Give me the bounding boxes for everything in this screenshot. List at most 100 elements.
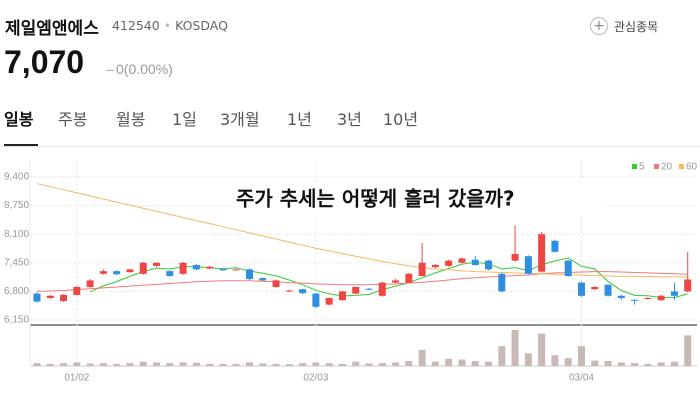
volume-bar (99, 363, 107, 366)
candle-body (471, 259, 479, 265)
candle-body (392, 280, 400, 283)
candle-body (325, 298, 333, 305)
candle-body (458, 258, 466, 263)
volume-bar (591, 360, 599, 366)
annotation: 주가 추세는 어떻게 흘러 갔을까? (236, 187, 515, 211)
volume-bar (352, 361, 360, 366)
plus-icon: + (590, 17, 608, 35)
candle-body (631, 299, 639, 301)
volume-bar (338, 363, 346, 366)
candle-body (86, 280, 94, 287)
volume-bar (365, 363, 373, 366)
volume-bar (445, 358, 453, 366)
tab[interactable]: 일봉 (4, 110, 34, 129)
candle-body (617, 295, 625, 298)
x-tick-label: 02/03 (303, 373, 328, 384)
candle-body (405, 273, 413, 283)
tab[interactable]: 3개월 (220, 110, 260, 129)
volume-bar (538, 333, 546, 366)
candle-body (485, 260, 493, 270)
candle-body (684, 279, 692, 292)
candle-body (245, 269, 253, 280)
candle-body (511, 254, 519, 261)
candle-body (418, 262, 426, 276)
tab[interactable]: 주봉 (58, 110, 88, 129)
candle-body (206, 266, 214, 269)
volume-bar (604, 360, 612, 366)
volume-bar (166, 363, 174, 366)
volume-bar (192, 362, 200, 366)
volume-bar (498, 346, 506, 366)
volume-bar (113, 363, 121, 366)
candle-body (378, 282, 386, 296)
candle-body (604, 284, 612, 296)
candle-body (33, 293, 41, 302)
ma-line (89, 257, 688, 299)
volume-bar (471, 360, 479, 366)
volume-bar (551, 355, 559, 366)
legend-label: 5 (639, 162, 645, 173)
volume-bar (46, 363, 54, 366)
volume-bar (511, 330, 519, 366)
volume-bar (524, 353, 532, 366)
volume-bar (458, 359, 466, 366)
volume-bar (272, 363, 280, 366)
tab[interactable]: 3년 (337, 110, 362, 129)
y-tick-label: 8,750 (4, 200, 29, 211)
candle-body (431, 265, 439, 268)
volume-bar (405, 360, 413, 366)
volume-bar (631, 363, 639, 366)
y-tick-label: 6,150 (4, 315, 29, 326)
candle-body (139, 262, 147, 274)
candle-body (73, 287, 81, 295)
change-row: 0(0.00%) (106, 61, 173, 77)
legend-label: 60 (686, 162, 698, 173)
legend-swatch (632, 164, 637, 169)
candle-body (670, 291, 678, 296)
volume-bar (60, 363, 68, 366)
candle-body (445, 260, 453, 266)
y-tick-label: 8,100 (4, 229, 29, 240)
volume-bar (73, 362, 81, 366)
candle-body (352, 287, 360, 294)
candle-body (312, 293, 320, 307)
tab[interactable]: 월봉 (116, 110, 146, 129)
legend-swatch (679, 164, 684, 169)
volume-bar (179, 362, 187, 366)
tab-underline (4, 144, 38, 146)
candle-body (657, 295, 665, 301)
market: KOSDAQ (175, 18, 228, 33)
tab[interactable]: 1년 (287, 110, 312, 129)
watch-label: 관심종목 (614, 19, 659, 34)
tab[interactable]: 1일 (172, 110, 197, 129)
y-tick-label: 7,450 (4, 257, 29, 268)
candle-body (365, 288, 373, 290)
candle-body (126, 269, 134, 273)
tab[interactable]: 10년 (383, 110, 419, 129)
candle-body (232, 269, 240, 271)
price: 7,070 (4, 44, 85, 80)
ma-line (36, 271, 688, 292)
candle-body (498, 273, 506, 292)
watch-button[interactable]: + 관심종목 (590, 17, 658, 35)
stock-name: 제일엠앤에스 (5, 19, 99, 39)
candle-body (179, 262, 187, 274)
separator: • (163, 18, 172, 33)
candle-body (166, 271, 174, 276)
volume-bar (378, 363, 386, 366)
candle-body (338, 291, 346, 301)
volume-bar (564, 358, 572, 366)
legend-label: 20 (661, 162, 673, 173)
annotation-bg (232, 183, 607, 215)
volume-bar (670, 361, 678, 366)
candle-body (272, 280, 280, 287)
y-tick-label: 9,400 (4, 172, 29, 183)
volume-bar (312, 362, 320, 366)
candle-body (299, 289, 307, 294)
candle-body (551, 240, 559, 252)
candle-body (99, 271, 107, 274)
volume-bar (245, 362, 253, 366)
flat-icon (106, 69, 114, 71)
